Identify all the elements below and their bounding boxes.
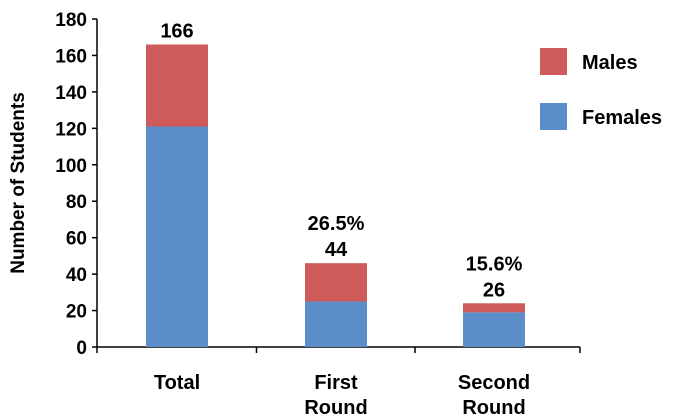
legend-label-females: Females (582, 107, 662, 129)
y-tick-label: 80 (66, 192, 87, 213)
x-category-label: Total (154, 372, 200, 394)
y-tick-label: 160 (55, 46, 87, 67)
y-tick-label: 140 (55, 83, 87, 104)
y-tick-label: 60 (66, 229, 87, 250)
y-axis-title: Number of Students (8, 92, 29, 274)
bar-segment-males (463, 303, 525, 312)
y-tick-label: 120 (55, 119, 87, 140)
bar-segment-females (463, 312, 525, 347)
x-category-label: First (314, 372, 358, 394)
bar-segment-males (146, 45, 208, 127)
y-tick-label: 180 (55, 10, 87, 31)
legend-label-males: Males (582, 52, 638, 74)
data-label: 44 (325, 239, 348, 261)
bar-segment-males (305, 263, 367, 301)
data-label: 15.6% (466, 253, 523, 275)
data-label: 166 (160, 21, 193, 43)
data-label: 26 (483, 279, 505, 301)
legend: Males Females (540, 48, 662, 130)
y-tick-label: 100 (55, 156, 87, 177)
bar-segment-females (146, 127, 208, 347)
plot-area: 0 20 40 60 80 100 120 140 160 180 166 Total 26.5% 44 F… (55, 10, 580, 414)
y-tick-label: 20 (66, 302, 87, 323)
y-tick-label: 40 (66, 265, 87, 286)
bar-segment-females (305, 301, 367, 347)
legend-swatch-males (540, 48, 567, 75)
y-tick-label: 0 (76, 338, 87, 359)
x-category-label: Second (458, 372, 530, 394)
x-category-label: Round (304, 397, 367, 414)
data-label: 26.5% (308, 213, 365, 235)
x-category-label: Round (462, 397, 525, 414)
legend-swatch-females (540, 103, 567, 130)
